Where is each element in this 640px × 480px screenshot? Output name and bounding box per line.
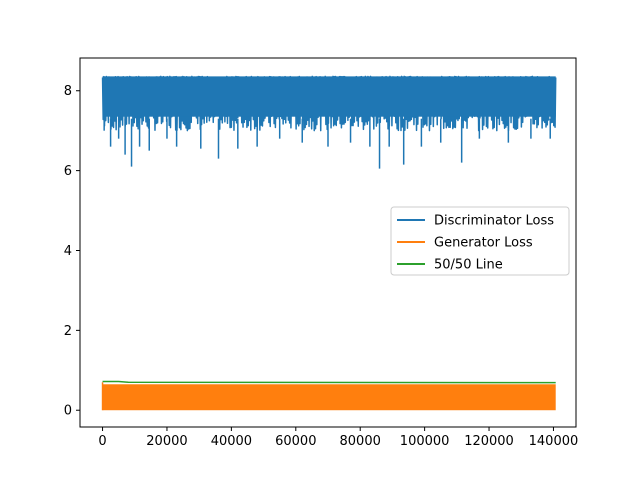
plot-area [101,75,557,411]
x-tick-label: 20000 [146,434,187,449]
x-tick-label: 40000 [211,434,252,449]
generator-loss-band [102,384,556,411]
x-tick-label: 100000 [400,434,450,449]
y-tick-label: 8 [64,84,72,99]
x-tick-label: 60000 [275,434,316,449]
y-tick-label: 4 [64,244,72,259]
legend-label: Generator Loss [434,236,533,251]
series-2 [102,380,556,384]
discriminator-loss-core [102,76,556,117]
axes-frame [79,57,577,428]
legend-label: 50/50 Line [434,258,503,273]
legend-box [390,206,570,276]
x-tick-label: 140000 [529,434,579,449]
x-axis: 0 20000 40000 60000 80000 100000 120000 140000 [98,427,578,449]
x-tick-label: 80000 [340,434,381,449]
legend: Discriminator Loss Generator Loss 50/50 Li… [390,206,570,276]
legend-label: Discriminator Loss [434,214,554,229]
y-tick-label: 0 [64,404,72,419]
x-tick-label: 120000 [464,434,514,449]
y-tick-label: 2 [64,324,72,339]
series-0 [101,75,557,169]
y-tick-label: 6 [64,164,72,179]
x-tick-label: 0 [98,434,106,449]
fifty-fifty-line [102,380,556,384]
series-1 [101,382,556,411]
y-axis: 0 2 4 6 8 [64,84,80,419]
